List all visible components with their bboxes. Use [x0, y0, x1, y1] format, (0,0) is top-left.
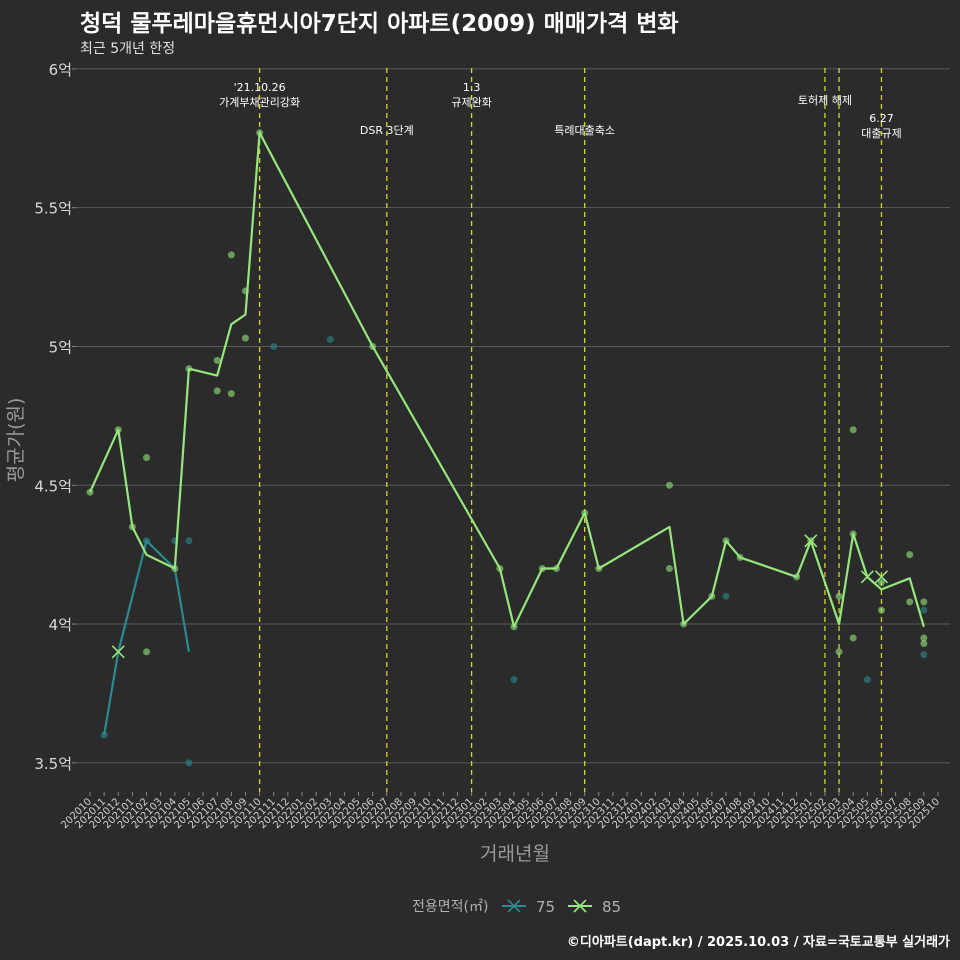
- grid-layer: [76, 68, 950, 764]
- data-point-75: [270, 342, 278, 350]
- data-point-85: [835, 592, 843, 600]
- cross-marker-85: [111, 645, 125, 659]
- data-point-85: [665, 481, 673, 489]
- cross-stroke: [804, 534, 818, 548]
- data-point-85: [227, 251, 235, 259]
- data-point-85: [906, 551, 914, 559]
- data-point-75: [920, 606, 928, 614]
- event-label: 특례대출축소: [554, 124, 615, 137]
- event-label: 토허제 해제: [798, 93, 852, 107]
- data-point-75: [920, 651, 928, 659]
- legend-item-85: 85: [568, 898, 621, 916]
- data-point-85: [906, 598, 914, 606]
- y-axis-title: 평균가(원): [5, 398, 27, 483]
- data-point-85: [920, 598, 928, 606]
- data-point-85: [213, 356, 221, 364]
- y-tick-label: 4.5억: [34, 477, 72, 495]
- data-point-85: [241, 334, 249, 342]
- event-label: 규제완화: [451, 96, 491, 109]
- data-point-85: [835, 648, 843, 656]
- cross-marker-85: [874, 570, 889, 584]
- legend: 전용면적(㎡) 75 85: [412, 898, 621, 916]
- x-axis-title: 거래년월: [480, 843, 550, 865]
- data-point-85: [227, 390, 235, 398]
- cross-stroke: [111, 645, 125, 659]
- data-point-85: [920, 634, 928, 642]
- event-label: 가계부채관리강화: [219, 96, 300, 109]
- legend-title: 전용면적(㎡): [412, 899, 488, 915]
- cross-marker-85: [804, 534, 818, 548]
- series-layer: [86, 129, 928, 767]
- data-point-75: [722, 592, 730, 600]
- data-point-85: [849, 634, 857, 642]
- legend-key-cross: [507, 899, 521, 913]
- y-tick-label: 3.5억: [34, 755, 72, 773]
- axis-layer: 3.5억4억4.5억5억5.5억6억2020102020112020122021…: [34, 61, 942, 831]
- data-point-85: [877, 578, 885, 586]
- data-point-85: [849, 426, 857, 434]
- footer-credit: ©디아파트(dapt.kr) / 2025.10.03 / 자료=국토교통부 실…: [566, 935, 950, 950]
- data-point-85: [143, 648, 151, 656]
- data-point-85: [143, 454, 151, 462]
- y-tick-label: 5억: [49, 338, 72, 356]
- event-label: DSR 3단계: [360, 124, 414, 137]
- legend-label: 85: [602, 898, 621, 916]
- legend-item-75: 75: [502, 898, 555, 916]
- data-point-85: [920, 639, 928, 647]
- y-tick-label: 6억: [49, 61, 72, 79]
- cross-marker-85: [860, 570, 874, 584]
- data-point-75: [863, 676, 871, 684]
- event-label: 6.27: [869, 112, 894, 125]
- data-point-85: [213, 387, 221, 395]
- y-tick-label: 4억: [49, 616, 72, 634]
- y-tick-label: 5.5억: [34, 200, 72, 218]
- cross-stroke: [874, 570, 889, 584]
- data-point-85: [665, 565, 673, 573]
- data-point-85: [877, 606, 885, 614]
- series-line-85: [88, 131, 925, 628]
- series-line-75: [103, 539, 190, 736]
- data-point-75: [510, 676, 518, 684]
- chart-title: 청덕 물푸레마을휴먼시아7단지 아파트(2009) 매매가격 변화: [80, 11, 679, 37]
- event-label: 1.3: [463, 81, 481, 94]
- chart-subtitle: 최근 5개년 한정: [80, 41, 176, 57]
- legend-key-cross: [573, 899, 587, 913]
- data-point-75: [185, 759, 193, 767]
- legend-label: 75: [536, 898, 555, 916]
- event-label: '21.10.26: [234, 81, 286, 94]
- data-point-75: [185, 537, 193, 545]
- event-label: 대출규제: [861, 127, 901, 140]
- data-point-75: [326, 336, 334, 344]
- cross-stroke: [860, 570, 874, 584]
